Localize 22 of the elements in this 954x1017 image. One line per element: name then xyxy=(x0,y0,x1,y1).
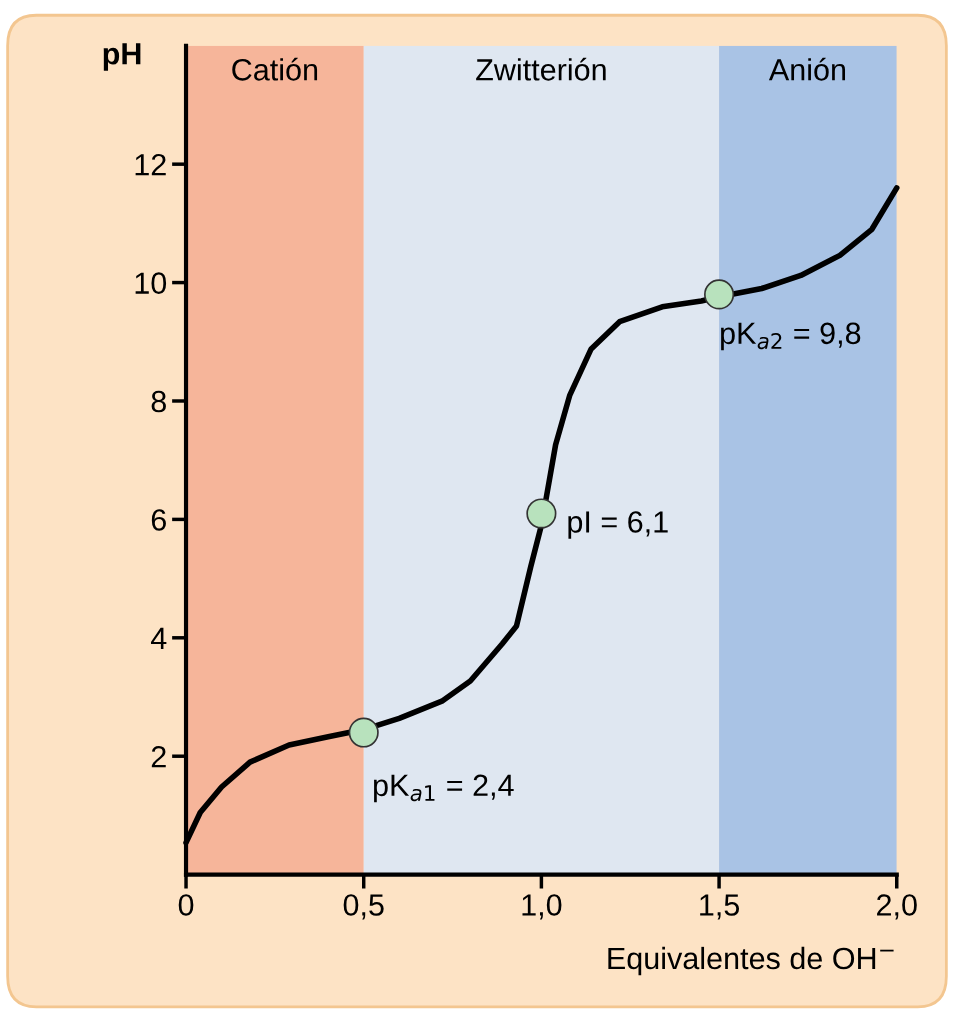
x-tick-label: 0,5 xyxy=(343,894,384,920)
x-tick-label: 2,0 xyxy=(877,894,917,920)
band-label: Catión xyxy=(232,57,318,81)
y-tick-label: 8 xyxy=(151,390,166,413)
y-tick-label: 10 xyxy=(135,272,167,294)
y-axis-title: pH xyxy=(103,43,141,71)
y-tick-label: 12 xyxy=(135,153,166,176)
band-label: Zwitterión xyxy=(476,57,606,81)
annotation: pK$_{a1}$ = 2,4 xyxy=(374,774,514,803)
x-tick-label: 1,0 xyxy=(522,894,562,920)
y-tick-label: 6 xyxy=(151,509,166,531)
annotation: pI = 6,1 xyxy=(568,511,668,539)
y-tick-label: 2 xyxy=(151,745,166,768)
point xyxy=(526,498,557,529)
band-label: Anión xyxy=(768,57,846,81)
y-tick-label: 4 xyxy=(150,627,167,649)
point xyxy=(348,717,379,748)
point xyxy=(704,279,735,310)
annotation: pK$_{a2}$ = 9,8 xyxy=(721,322,861,351)
x-tick-label: 0 xyxy=(178,894,194,916)
x-axis-title: Equivalentes de OH$^{−}$ xyxy=(608,946,894,976)
x-tick-label: 1,5 xyxy=(700,894,740,920)
